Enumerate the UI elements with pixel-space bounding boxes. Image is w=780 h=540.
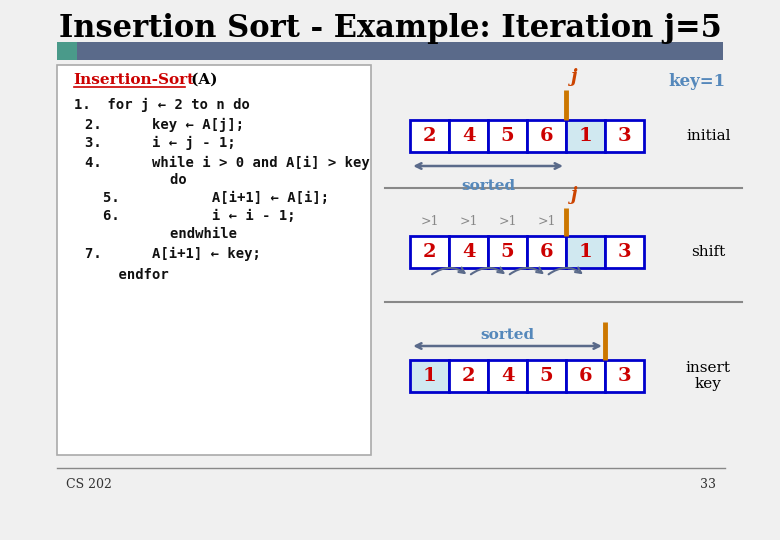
Text: 2: 2 (423, 243, 437, 261)
Text: >1: >1 (537, 215, 555, 228)
Text: 3: 3 (617, 127, 631, 145)
Bar (449, 236, 488, 268)
Text: shift: shift (691, 245, 725, 259)
Text: 6: 6 (540, 243, 553, 261)
Text: 6: 6 (579, 367, 592, 385)
Bar (527, 360, 566, 392)
Bar (410, 360, 449, 392)
Text: sorted: sorted (480, 328, 534, 342)
Text: j: j (571, 68, 577, 86)
Text: 1: 1 (578, 127, 592, 145)
Text: 3.      i ← j - 1;: 3. i ← j - 1; (85, 136, 236, 150)
Text: 4: 4 (462, 243, 475, 261)
Text: endfor: endfor (85, 268, 168, 282)
Bar (57, 42, 77, 60)
Bar (527, 120, 566, 152)
Text: 3: 3 (617, 243, 631, 261)
Bar (449, 120, 488, 152)
Text: >1: >1 (420, 215, 439, 228)
Text: 6.           i ← i - 1;: 6. i ← i - 1; (103, 209, 296, 223)
Text: Insertion Sort - Example: Iteration j=5: Insertion Sort - Example: Iteration j=5 (58, 12, 722, 44)
Text: insert
key: insert key (686, 361, 731, 391)
Bar (57, 65, 371, 455)
Bar (488, 360, 527, 392)
Text: key=1: key=1 (668, 73, 725, 90)
Text: 4.      while i > 0 and A[i] > key: 4. while i > 0 and A[i] > key (85, 156, 370, 170)
Text: do: do (103, 173, 187, 187)
Bar (566, 120, 604, 152)
Text: 2.      key ← A[j];: 2. key ← A[j]; (85, 118, 244, 132)
Bar (604, 120, 644, 152)
Text: 4: 4 (501, 367, 514, 385)
Bar (57, 42, 723, 60)
Bar (410, 236, 449, 268)
Bar (604, 360, 644, 392)
Text: 2: 2 (462, 367, 475, 385)
Text: 3: 3 (617, 367, 631, 385)
Text: 5: 5 (501, 127, 514, 145)
Bar (488, 236, 527, 268)
Text: sorted: sorted (461, 179, 515, 193)
Text: 1: 1 (423, 367, 437, 385)
Bar (488, 120, 527, 152)
Bar (566, 236, 604, 268)
Text: 5: 5 (540, 367, 553, 385)
Text: 5: 5 (501, 243, 514, 261)
Text: 6: 6 (540, 127, 553, 145)
Bar (410, 120, 449, 152)
Text: 1: 1 (578, 243, 592, 261)
Text: initial: initial (686, 129, 731, 143)
Text: CS 202: CS 202 (66, 478, 112, 491)
Text: Insertion-Sort: Insertion-Sort (73, 73, 195, 87)
Bar (449, 360, 488, 392)
Bar (566, 360, 604, 392)
Text: 5.           A[i+1] ← A[i];: 5. A[i+1] ← A[i]; (103, 191, 329, 205)
Text: 2: 2 (423, 127, 437, 145)
Text: >1: >1 (498, 215, 517, 228)
Text: j: j (571, 186, 577, 204)
Bar (604, 236, 644, 268)
Text: >1: >1 (459, 215, 478, 228)
Text: endwhile: endwhile (103, 227, 237, 241)
Text: 7.      A[i+1] ← key;: 7. A[i+1] ← key; (85, 247, 261, 261)
Text: 4: 4 (462, 127, 475, 145)
Text: (A): (A) (186, 73, 218, 87)
Bar (527, 236, 566, 268)
Text: 33: 33 (700, 478, 716, 491)
Text: 1.  for j ← 2 to n do: 1. for j ← 2 to n do (73, 98, 250, 112)
